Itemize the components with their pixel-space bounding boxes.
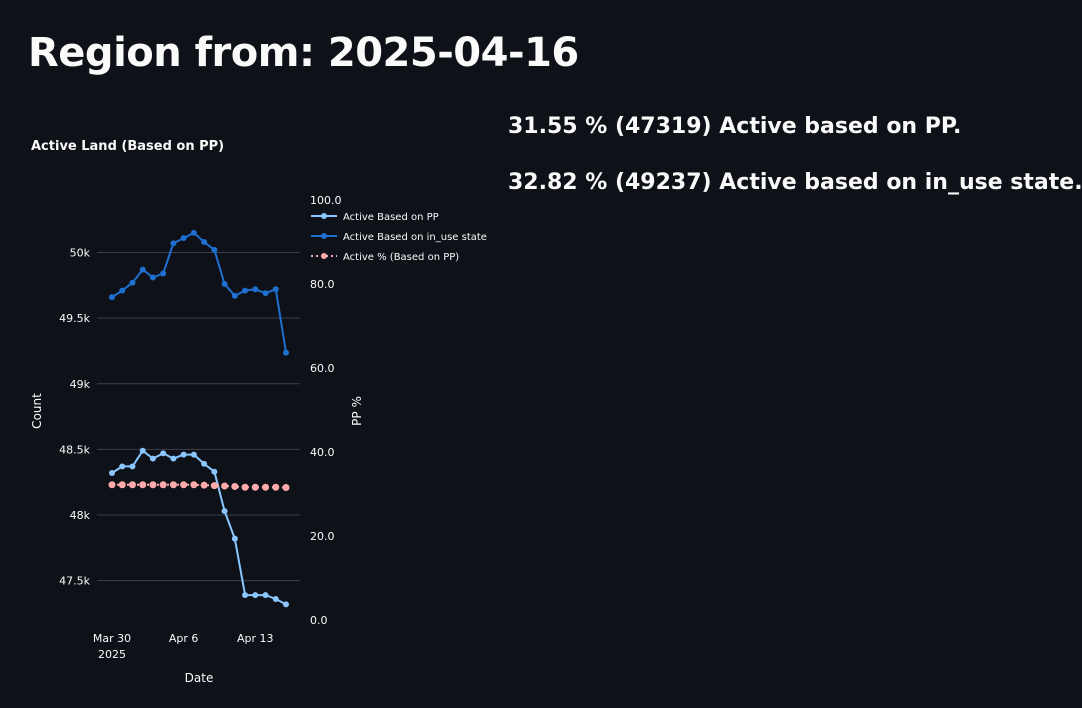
data-point[interactable]	[231, 535, 238, 542]
series-line	[112, 483, 287, 489]
legend-item[interactable]: Active Based on in_use state	[311, 232, 487, 243]
data-point[interactable]	[149, 274, 156, 281]
data-point[interactable]	[119, 463, 126, 470]
data-point[interactable]	[262, 592, 269, 599]
data-point[interactable]	[242, 287, 249, 294]
data-point[interactable]	[129, 279, 136, 286]
y2-tick-label: 100.0	[310, 194, 342, 207]
data-point[interactable]	[108, 481, 116, 489]
stat-active-in-use: 32.82 % (49237) Active based on in_use s…	[508, 170, 1082, 195]
data-point[interactable]	[190, 229, 197, 236]
data-point[interactable]	[201, 239, 208, 245]
data-point[interactable]	[231, 482, 239, 490]
data-point[interactable]	[252, 592, 259, 599]
page-title: Region from: 2025-04-16	[28, 30, 579, 76]
legend-label: Active Based on in_use state	[343, 232, 487, 243]
x-tick-label: Apr 13	[237, 632, 274, 645]
y2-tick-label: 80.0	[310, 278, 335, 291]
y-tick-label: 50k	[70, 247, 91, 260]
y-axis-ticks: 47.5k 48k 48.5k 49k 49.5k 50k	[59, 247, 90, 588]
y-tick-label: 49k	[70, 378, 91, 391]
x-tick-label: Mar 30	[93, 632, 131, 645]
data-point[interactable]	[231, 292, 238, 299]
data-point[interactable]	[109, 470, 115, 476]
data-point[interactable]	[262, 290, 269, 297]
data-point[interactable]	[118, 481, 126, 489]
data-point[interactable]	[139, 447, 146, 454]
data-point[interactable]	[128, 481, 136, 489]
data-point[interactable]	[210, 482, 218, 490]
series-active-in-use	[109, 229, 289, 356]
data-point[interactable]	[200, 481, 208, 489]
chart-title: Active Land (Based on PP)	[31, 139, 224, 154]
data-point[interactable]	[201, 460, 208, 467]
data-point[interactable]	[180, 235, 187, 242]
data-point[interactable]	[149, 481, 157, 489]
data-point[interactable]	[159, 481, 167, 489]
y2-tick-label: 20.0	[310, 530, 335, 543]
data-point[interactable]	[149, 455, 156, 462]
y2-tick-label: 0.0	[310, 614, 328, 627]
series-line	[111, 449, 287, 606]
data-point[interactable]	[129, 463, 136, 470]
y-tick-label: 49.5k	[59, 312, 90, 325]
legend-swatch-marker	[321, 233, 327, 239]
active-land-chart: Active Land (Based on PP) 47.5k48k48.5k4…	[30, 139, 487, 685]
data-point[interactable]	[221, 281, 228, 287]
data-point[interactable]	[180, 451, 187, 458]
legend-item[interactable]: Active % (Based on PP)	[311, 252, 459, 263]
y-tick-label: 47.5k	[59, 575, 90, 588]
data-point[interactable]	[170, 240, 177, 247]
legend-item[interactable]: Active Based on PP	[311, 212, 439, 223]
data-point[interactable]	[262, 483, 270, 491]
data-point[interactable]	[170, 455, 177, 462]
data-point[interactable]	[119, 287, 126, 294]
x-tick-sublabel: 2025	[98, 648, 126, 661]
legend-swatch-marker	[321, 213, 327, 219]
y2-tick-label: 60.0	[310, 362, 335, 375]
x-tick-label: Apr 6	[169, 632, 199, 645]
y-axis-label: Count	[30, 393, 44, 429]
data-point[interactable]	[160, 450, 167, 457]
x-axis-ticks: Mar 30 2025 Apr 6 Apr 13	[93, 632, 274, 661]
series-active-pct	[108, 481, 290, 491]
y2-axis-label: PP %	[350, 396, 364, 426]
data-point[interactable]	[241, 483, 249, 491]
data-point[interactable]	[221, 482, 229, 490]
data-point[interactable]	[272, 286, 279, 293]
data-point[interactable]	[211, 246, 218, 253]
x-axis-label: Date	[185, 671, 214, 685]
data-point[interactable]	[190, 451, 197, 458]
data-point[interactable]	[160, 270, 167, 277]
data-point[interactable]	[252, 286, 259, 293]
data-point[interactable]	[169, 481, 177, 489]
series-layer	[108, 229, 290, 608]
data-point[interactable]	[283, 349, 289, 356]
data-point[interactable]	[221, 508, 228, 515]
series-active-pp	[109, 447, 289, 608]
data-point[interactable]	[211, 468, 218, 475]
data-point[interactable]	[272, 483, 280, 491]
data-point[interactable]	[190, 481, 198, 489]
legend[interactable]: Active Based on PP Active Based on in_use…	[311, 212, 487, 263]
series-line	[111, 231, 287, 353]
data-point[interactable]	[282, 483, 290, 491]
data-point[interactable]	[139, 481, 147, 489]
y2-axis-ticks: 0.0 20.0 40.0 60.0 80.0 100.0	[310, 194, 342, 627]
data-point[interactable]	[242, 592, 249, 599]
stat-active-pp: 31.55 % (47319) Active based on PP.	[508, 114, 962, 139]
legend-swatch-marker	[321, 253, 327, 259]
data-point[interactable]	[272, 596, 279, 602]
legend-label: Active % (Based on PP)	[343, 252, 459, 263]
data-point[interactable]	[139, 266, 146, 273]
y-tick-label: 48.5k	[59, 443, 90, 456]
data-point[interactable]	[283, 601, 289, 608]
y2-tick-label: 40.0	[310, 446, 335, 459]
grid-lines	[97, 252, 300, 582]
legend-label: Active Based on PP	[343, 212, 439, 223]
y-tick-label: 48k	[70, 509, 91, 522]
data-point[interactable]	[109, 294, 115, 301]
data-point[interactable]	[251, 483, 259, 491]
data-point[interactable]	[180, 481, 188, 489]
